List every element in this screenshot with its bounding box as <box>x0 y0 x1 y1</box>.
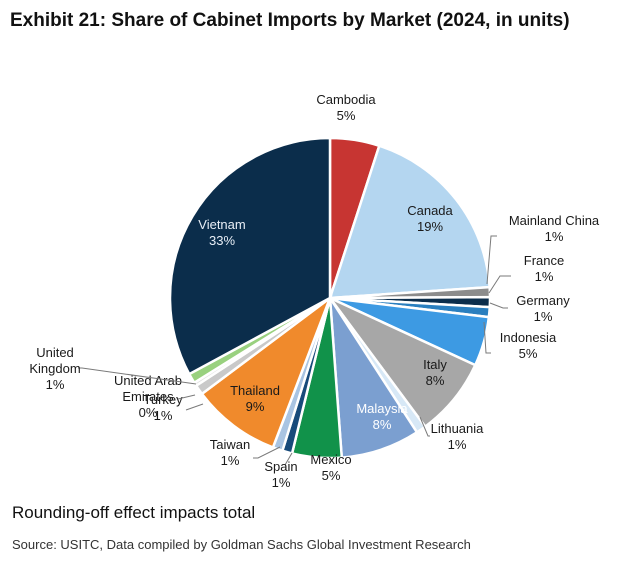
slice-label-germany: Germany 1% <box>516 293 570 324</box>
slice-label-mexico: Mexico 5% <box>310 452 351 483</box>
slice-label-italy: Italy 8% <box>423 357 447 388</box>
chart-title: Exhibit 21: Share of Cabinet Imports by … <box>10 10 570 31</box>
pie-slice-thailand <box>200 294 333 450</box>
leader-line-united-arab-emirates <box>177 394 196 400</box>
slice-label-vietnam: Vietnam 33% <box>198 217 245 248</box>
slice-label-canada: Canada 19% <box>407 203 453 234</box>
leader-line-turkey <box>185 403 204 411</box>
pie-chart: Cambodia 5% Canada 19% Mainland China 1% Franc… <box>29 92 600 490</box>
leader-line-germany <box>489 302 508 309</box>
rounding-note: Rounding-off effect impacts total <box>12 503 256 522</box>
pie-slice-vietnam <box>168 136 332 376</box>
leader-line-indonesia <box>483 321 491 354</box>
leader-line-france <box>488 275 511 294</box>
slice-label-united-kingdom: United Kingdom 1% <box>29 345 80 392</box>
leader-line-united-kingdom <box>78 367 197 385</box>
pie-slice-canada <box>328 144 491 300</box>
slice-label-taiwan: Taiwan 1% <box>210 437 250 468</box>
leader-line-mainland-china <box>486 235 497 285</box>
slice-label-turkey: Turkey 1% <box>143 392 183 423</box>
leader-line-spain <box>284 452 293 466</box>
slice-label-indonesia: Indonesia 5% <box>500 330 557 361</box>
slice-label-mainland-china: Mainland China 1% <box>509 213 600 244</box>
slice-label-united-arab-emirates: United Arab Emirates 0% <box>114 373 182 420</box>
slice-label-thailand: Thailand 9% <box>230 383 280 414</box>
slice-label-lithuania: Lithuania 1% <box>431 421 485 452</box>
slice-label-spain: Spain 1% <box>264 459 297 490</box>
leader-line-taiwan <box>253 446 281 459</box>
slice-label-cambodia: Cambodia 5% <box>316 92 376 123</box>
source-note: Source: USITC, Data compiled by Goldman … <box>12 537 471 552</box>
slice-label-malaysia: Malaysia 8% <box>356 401 408 432</box>
slice-label-france: France 1% <box>524 253 564 284</box>
leader-line-lithuania <box>419 416 430 437</box>
